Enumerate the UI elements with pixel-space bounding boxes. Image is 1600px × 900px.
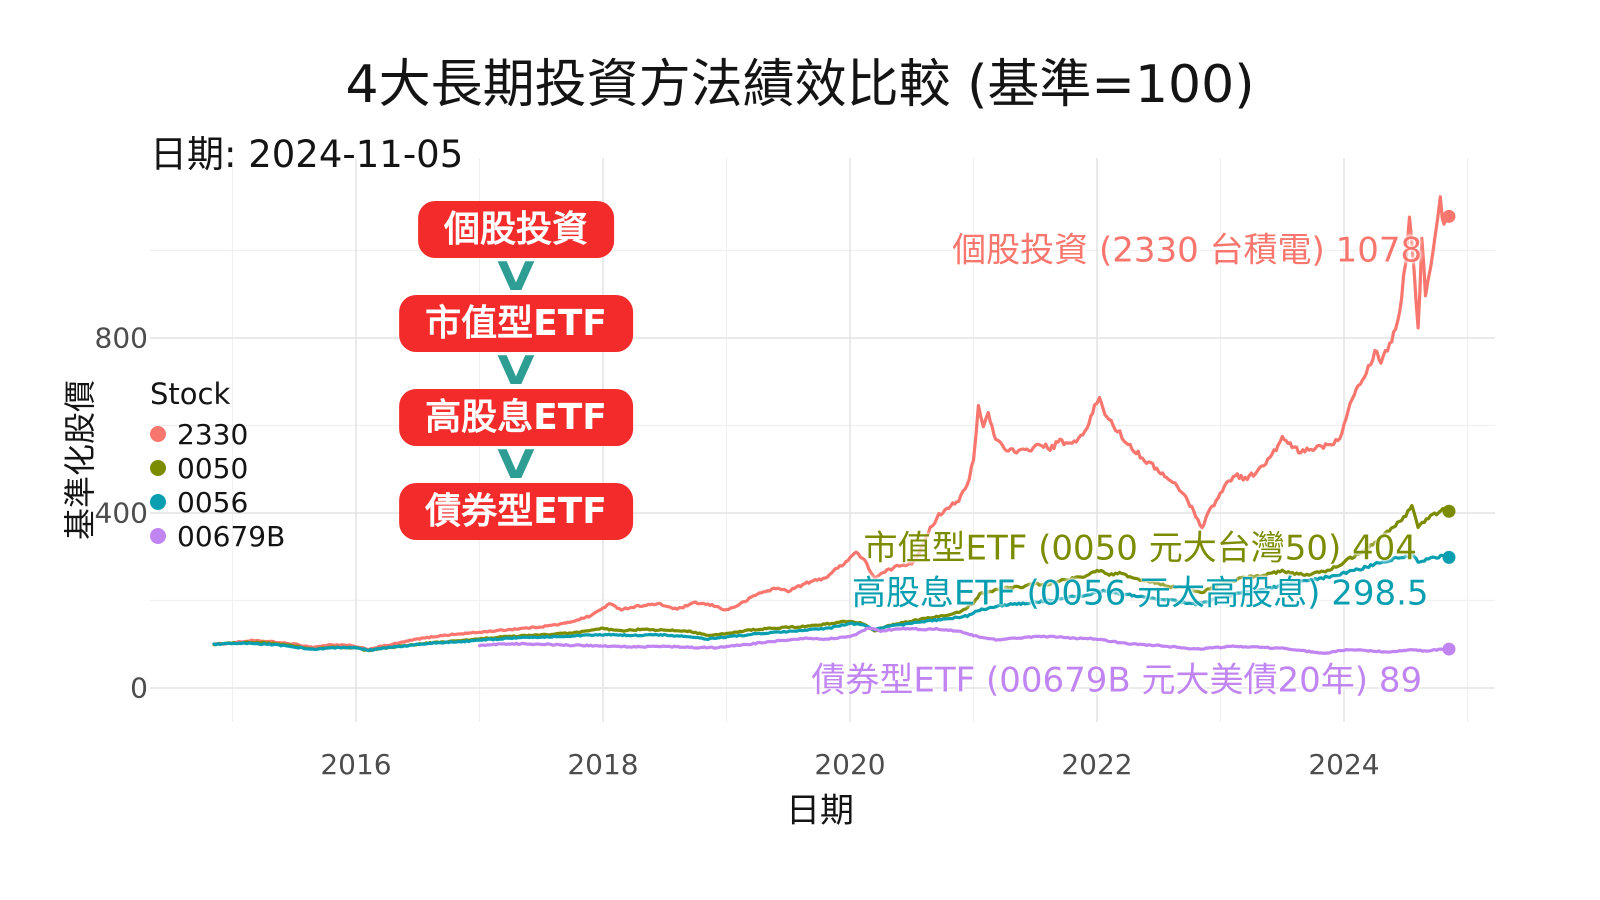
x-axis-ticks: 2016 2018 2020 2022 2024 — [0, 748, 1600, 782]
y-tick-label-0: 0 — [130, 671, 148, 705]
flow-arrow-down-icon: V — [497, 254, 535, 301]
series-annotation-1: 個股投資 (2330 台積電) 1078 — [952, 230, 1423, 271]
legend-label-2330: 2330 — [177, 417, 249, 451]
series-endpoint-0050 — [1442, 504, 1456, 518]
legend-dot-0050 — [150, 460, 166, 476]
series-endpoint-2330 — [1442, 209, 1456, 223]
legend-dot-0056 — [150, 494, 166, 510]
y-tick-label-400: 400 — [94, 496, 148, 530]
legend-title: Stock — [150, 377, 231, 411]
legend-dot-2330 — [150, 426, 166, 442]
chart-title: 4大長期投資方法績效比較 (基準=100) — [345, 55, 1255, 115]
y-tick-label-800: 800 — [94, 321, 148, 355]
flow-arrow-down-icon: V — [497, 348, 535, 395]
y-axis-ticks: 0 400 800 — [88, 0, 148, 900]
legend-item-0050: 0050 — [150, 451, 285, 485]
series-line-00679B — [477, 626, 1451, 656]
x-axis-title: 日期 — [786, 791, 854, 831]
series-endpoint-0056 — [1442, 550, 1456, 564]
x-tick-label-2022: 2022 — [1061, 748, 1133, 781]
legend: Stock 2330 0050 0056 00679B — [150, 377, 285, 553]
legend-label-0056: 0056 — [177, 485, 249, 519]
legend-item-2330: 2330 — [150, 417, 285, 451]
x-tick-label-2018: 2018 — [567, 748, 639, 781]
legend-label-0050: 0050 — [177, 451, 249, 485]
flow-arrow-down-icon: V — [497, 442, 535, 489]
flow-step-4: 債券型ETF — [399, 482, 633, 541]
strategy-flowchart: 個股投資 V 市值型ETF V 高股息ETF V 債券型ETF — [399, 201, 633, 541]
series-endpoint-00679B — [1442, 642, 1456, 656]
series-line-2330 — [212, 195, 1451, 652]
flow-step-3: 高股息ETF — [399, 388, 633, 447]
x-tick-label-2016: 2016 — [320, 748, 392, 781]
legend-item-00679B: 00679B — [150, 519, 285, 553]
series-annotation-4: 債券型ETF (00679B 元大美債20年) 89 — [811, 660, 1423, 701]
x-tick-label-2020: 2020 — [814, 748, 886, 781]
flow-step-1: 個股投資 — [417, 201, 614, 259]
series-annotation-3: 高股息ETF (0056 元大高股息) 298.5 — [851, 573, 1429, 614]
series-line-0056 — [212, 552, 1451, 653]
legend-label-00679B: 00679B — [177, 519, 286, 553]
x-tick-label-2024: 2024 — [1308, 748, 1380, 781]
legend-dot-00679B — [150, 528, 166, 544]
series-annotation-2: 市值型ETF (0050 元大台灣50) 404 — [863, 528, 1417, 569]
flow-step-2: 市值型ETF — [399, 294, 633, 353]
legend-item-0056: 0056 — [150, 485, 285, 519]
chart-subtitle: 日期: 2024-11-05 — [150, 133, 464, 176]
legend-items: 2330 0050 0056 00679B — [150, 417, 285, 553]
